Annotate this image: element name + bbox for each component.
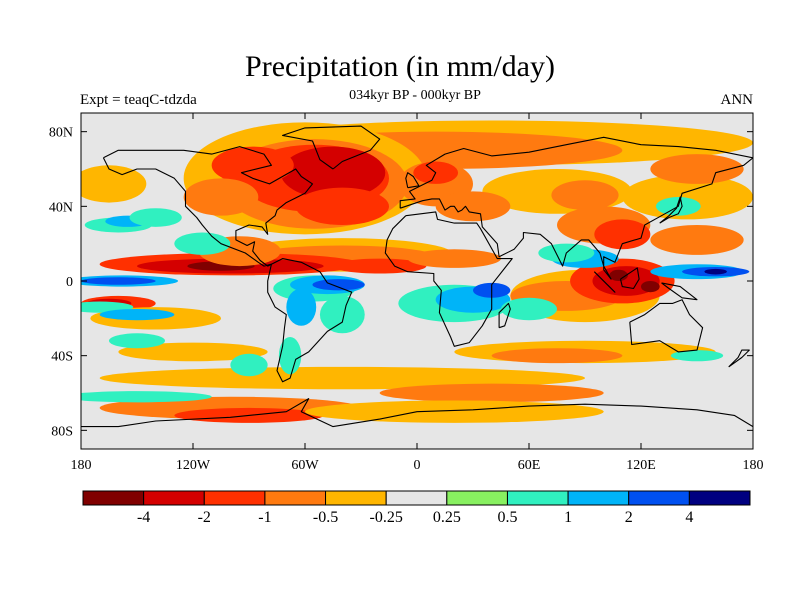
anomaly-region-0.5 [174,232,231,255]
anomaly-region--0.5 [551,180,619,211]
anomaly-region-0.5 [670,350,724,362]
anomaly-region--0.5 [183,178,259,216]
coastline-eurasia [399,136,753,280]
anomaly-region--0.5 [650,225,744,255]
x-tick-label: 120E [626,458,656,473]
anomaly-region-2 [312,279,365,291]
colorbar-swatch [325,490,387,506]
anomaly-region-0.5 [109,333,165,349]
coastline-south-america [267,258,353,383]
y-tick-label: 40S [51,350,73,365]
anomaly-region--0.5 [650,154,744,184]
anomaly-region--0.25 [99,366,585,390]
x-tick-label: 180 [743,458,764,473]
coastline-japan [659,196,683,224]
colorbar-swatch [264,490,327,506]
colorbar-label: -4 [137,509,150,526]
anomaly-region-0.5 [501,297,557,321]
anomaly-region--0.25 [81,165,147,203]
coastline-borneo [619,267,640,290]
anomaly-region--1 [211,146,294,184]
anomaly-region-4 [704,268,727,275]
anomaly-region--4 [641,281,660,293]
colorbar-label: 4 [685,509,693,526]
anomaly-region--0.5 [491,348,623,364]
colorbar-label: -1 [258,509,271,526]
y-tick-label: 0 [66,275,73,290]
coastline-new-zealand [728,349,750,368]
colorbar-swatch [506,490,569,506]
y-tick-label: 80S [51,424,73,439]
coastline-great-britain [405,172,420,189]
anomaly-region--0.5 [435,191,511,222]
coastline-africa [384,211,513,347]
colorbar-swatch [203,490,266,506]
x-tick-label: 60E [518,458,541,473]
chart-title: Precipitation (in mm/day) [245,50,555,83]
colorbar-swatch [567,490,630,506]
anomaly-region-0.5 [278,337,302,375]
anomaly-region--1 [594,219,651,250]
season-label: ANN [720,92,754,108]
experiment-label: Expt = teaqC-tdzda [80,92,197,108]
colorbar-swatch [82,490,145,506]
chart-subtitle: 034kyr BP - 000kyr BP [349,88,481,103]
anomaly-region-0.5 [230,353,268,377]
anomaly-region--0.25 [118,342,268,362]
anomaly-region--0.25 [622,174,753,220]
x-tick-label: 120W [176,458,211,473]
anomaly-region-1 [286,288,317,326]
colorbar-swatch [143,490,205,506]
colorbar-label: 0.5 [497,509,517,526]
anomaly-region-0.5 [81,391,212,403]
coastline-new-guinea [661,282,698,301]
colorbar-swatch [385,490,448,506]
coastline-greenland [282,125,381,170]
colorbar-label: -0.5 [313,509,338,526]
colorbar-label: -2 [198,509,211,526]
anomaly-region--4 [609,269,628,281]
anomaly-region-2 [81,277,156,285]
anomaly-region--1 [295,187,390,225]
coastlines [81,125,753,428]
colorbar-swatch [446,490,508,506]
anomaly-region--0.5 [407,249,502,268]
anomaly-region-0.5 [129,208,182,227]
y-tick-label: 40N [49,200,73,215]
anomaly-region--0.5 [379,383,604,403]
anomaly-region--0.25 [305,400,604,423]
colorbar-label: 1 [564,509,572,526]
anomaly-region--2 [280,146,386,199]
colorbar-swatch [688,490,751,506]
x-tick-label: 180 [71,458,92,473]
coastline-sumatra [593,271,616,293]
colorbar-label: -0.25 [370,509,403,526]
coastline-north-america [102,146,314,267]
colorbar-swatch [628,490,690,506]
anomaly-region-0.5 [319,295,365,334]
coastline-australia [629,299,704,353]
colorbar-label: 2 [625,509,633,526]
y-tick-label: 80N [49,126,73,141]
x-tick-label: 0 [414,458,421,473]
x-tick-label: 60W [291,458,319,473]
coastline-madagascar [498,302,511,329]
coastline-antarctica [81,398,753,428]
colorbar-label: 0.25 [433,509,461,526]
anomaly-region-1 [99,309,175,321]
